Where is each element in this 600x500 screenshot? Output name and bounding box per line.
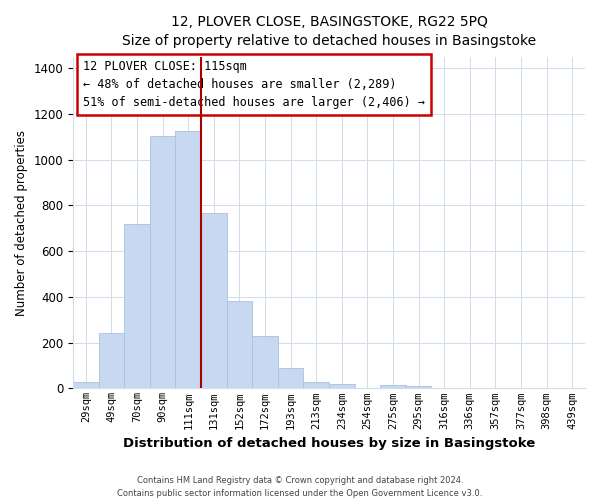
Bar	[227, 302, 252, 388]
Bar	[150, 136, 175, 388]
Bar	[406, 386, 431, 388]
Bar	[252, 336, 278, 388]
Text: 12 PLOVER CLOSE: 115sqm
← 48% of detached houses are smaller (2,289)
51% of semi: 12 PLOVER CLOSE: 115sqm ← 48% of detache…	[83, 60, 425, 109]
Bar	[201, 214, 227, 388]
Bar	[304, 382, 329, 388]
Bar	[175, 131, 201, 388]
Bar	[380, 385, 406, 388]
Bar	[329, 384, 355, 388]
Bar	[124, 224, 150, 388]
Y-axis label: Number of detached properties: Number of detached properties	[15, 130, 28, 316]
Bar	[278, 368, 304, 388]
Bar	[98, 334, 124, 388]
Title: 12, PLOVER CLOSE, BASINGSTOKE, RG22 5PQ
Size of property relative to detached ho: 12, PLOVER CLOSE, BASINGSTOKE, RG22 5PQ …	[122, 15, 536, 48]
Bar	[73, 382, 98, 388]
X-axis label: Distribution of detached houses by size in Basingstoke: Distribution of detached houses by size …	[123, 437, 535, 450]
Text: Contains HM Land Registry data © Crown copyright and database right 2024.
Contai: Contains HM Land Registry data © Crown c…	[118, 476, 482, 498]
